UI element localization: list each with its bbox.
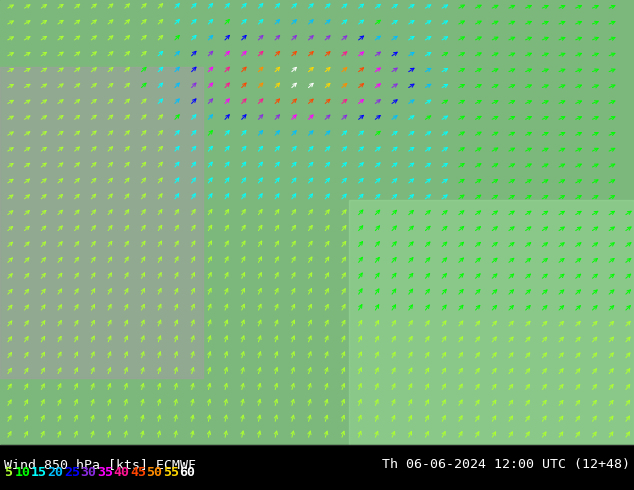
Text: 55: 55 xyxy=(163,466,179,479)
Text: 60: 60 xyxy=(179,466,195,479)
Text: 10: 10 xyxy=(15,466,30,479)
Text: 45: 45 xyxy=(130,466,146,479)
Text: 30: 30 xyxy=(81,466,96,479)
Polygon shape xyxy=(349,200,634,445)
Text: 50: 50 xyxy=(146,466,162,479)
Text: 35: 35 xyxy=(97,466,113,479)
Text: 40: 40 xyxy=(113,466,129,479)
Bar xyxy=(0,445,634,490)
Polygon shape xyxy=(0,67,203,378)
Text: Th 06-06-2024 12:00 UTC (12+48): Th 06-06-2024 12:00 UTC (12+48) xyxy=(382,458,630,470)
Text: 15: 15 xyxy=(31,466,47,479)
Text: Wind 850 hPa [kts] ECMWF: Wind 850 hPa [kts] ECMWF xyxy=(4,458,196,470)
Text: 5: 5 xyxy=(4,466,12,479)
Text: 25: 25 xyxy=(64,466,80,479)
Text: 20: 20 xyxy=(48,466,63,479)
